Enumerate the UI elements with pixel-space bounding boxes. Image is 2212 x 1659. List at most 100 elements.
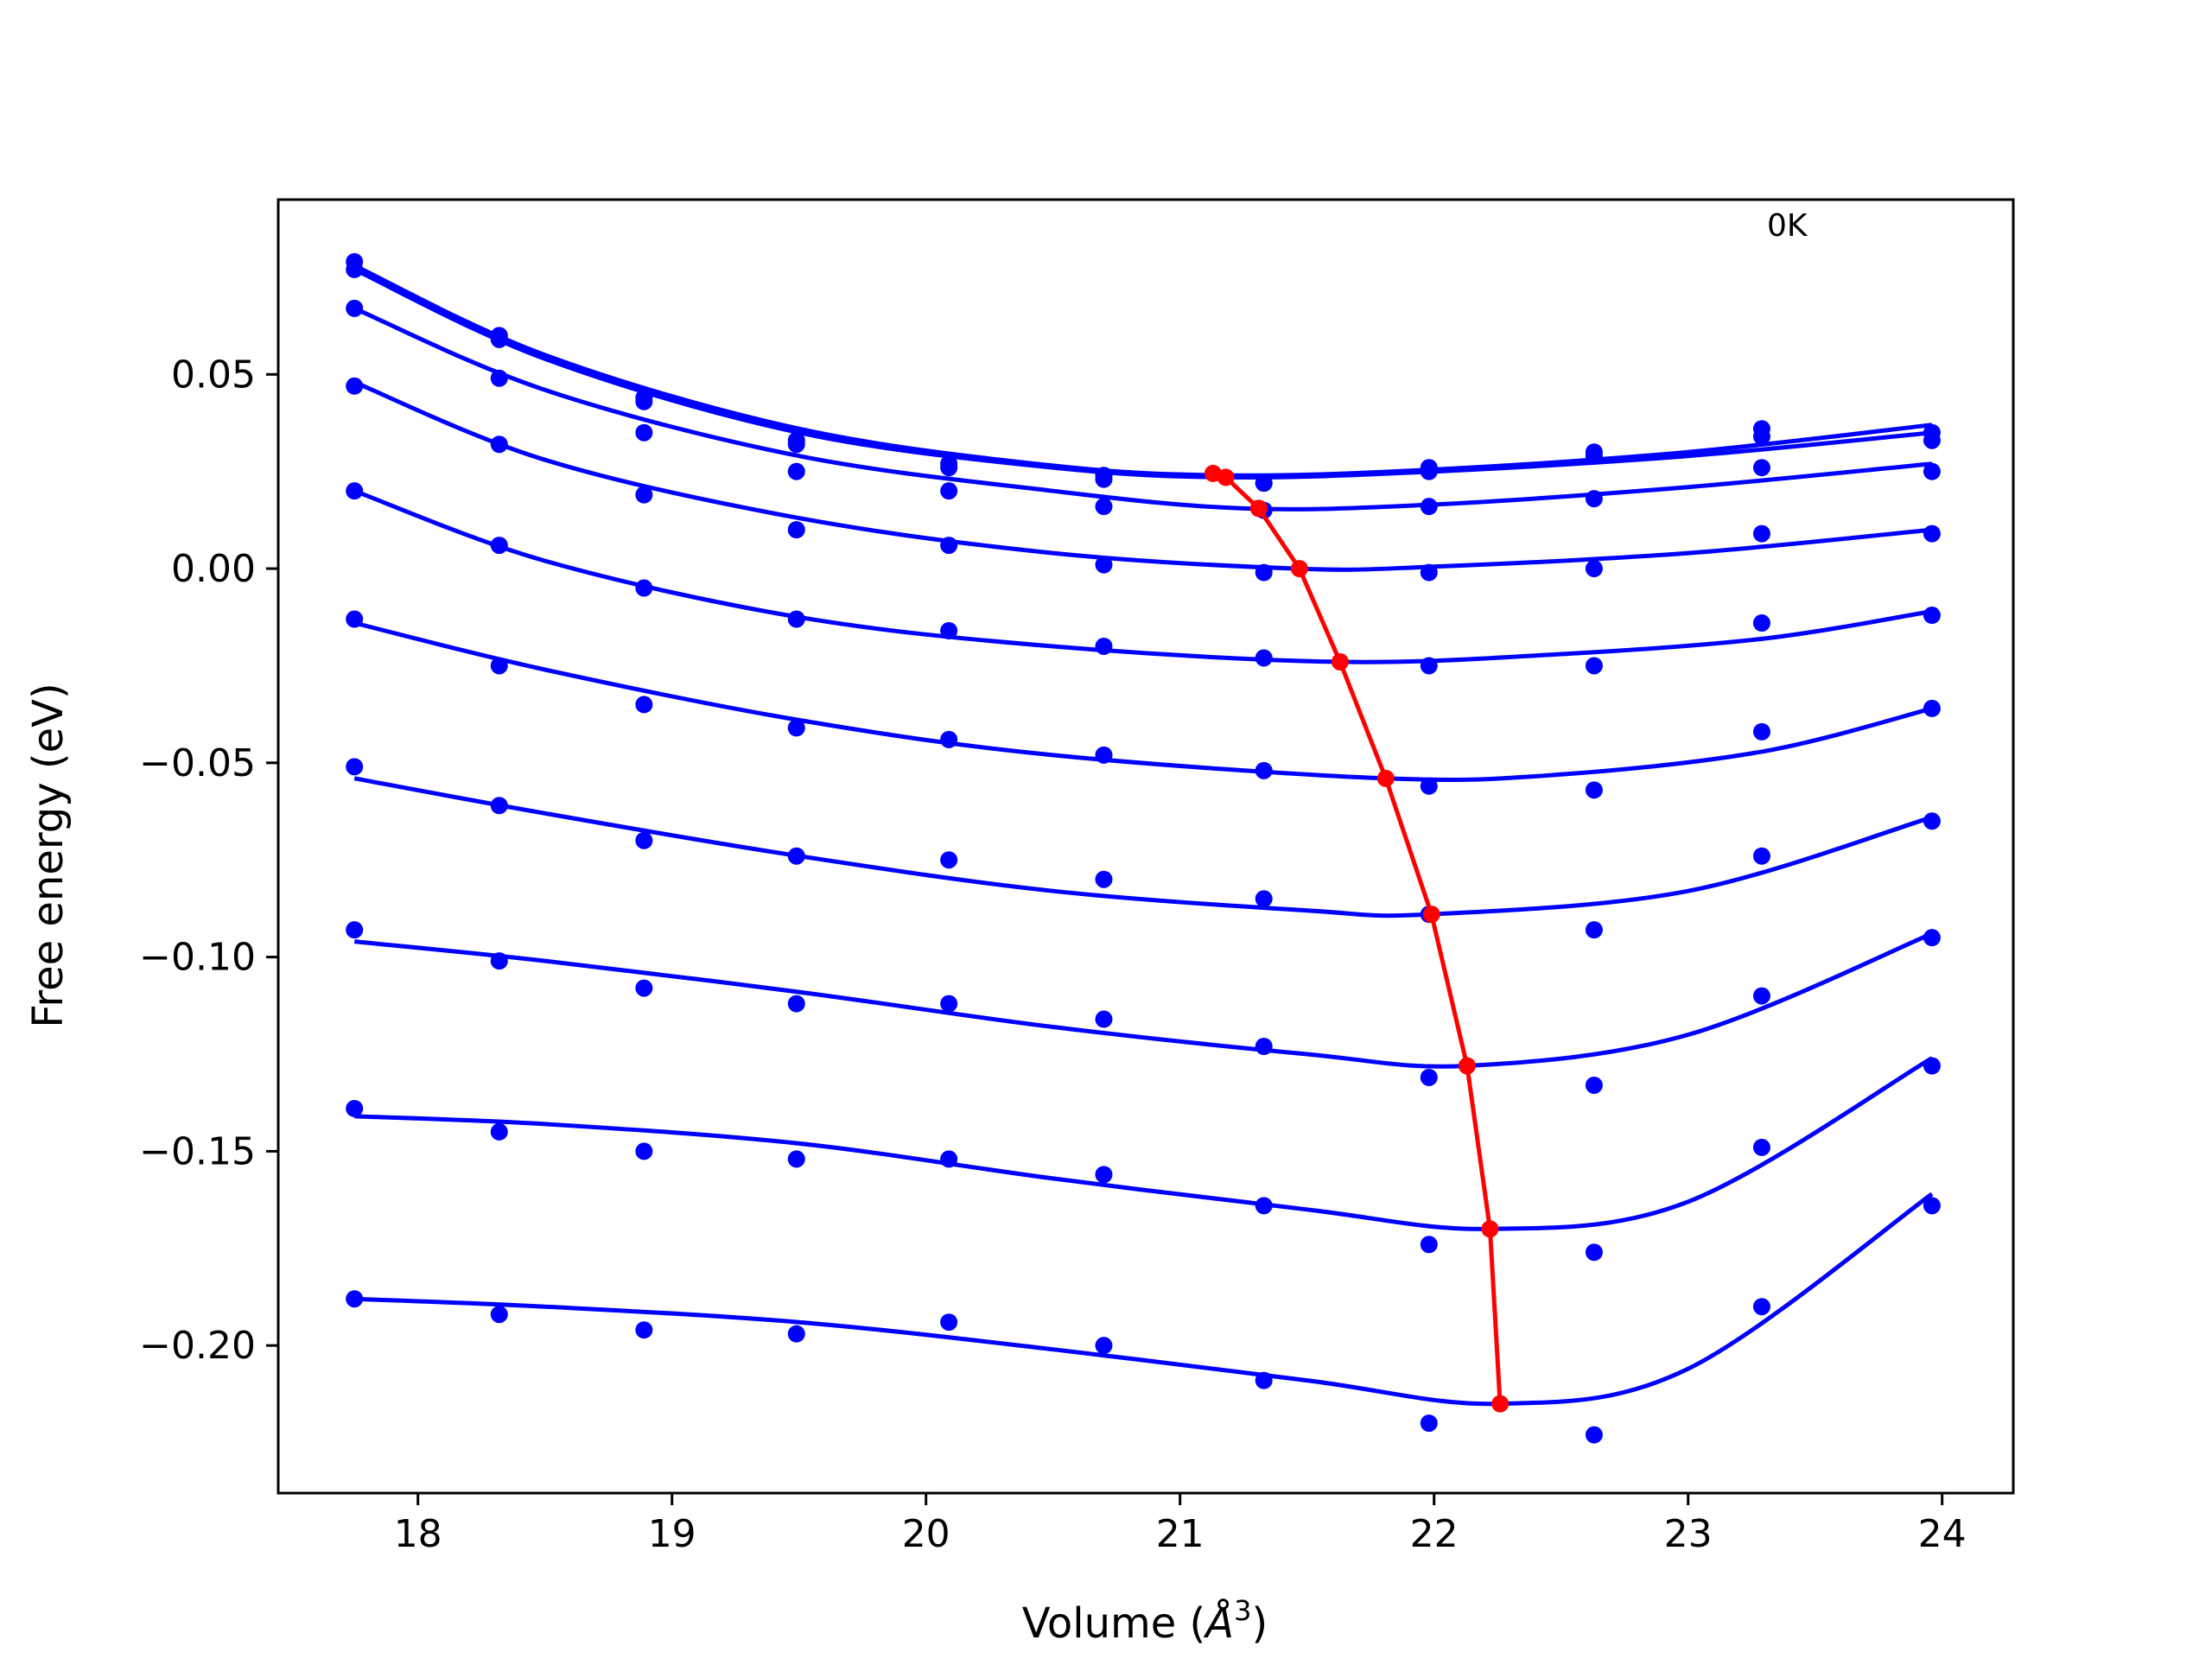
y-axis-label: Free energy (eV) <box>24 683 73 1027</box>
y-tick-label: −0.15 <box>139 1129 256 1173</box>
fit-curve-6 <box>353 620 1933 782</box>
axes-frame <box>276 198 2015 1495</box>
data-point <box>1585 657 1603 675</box>
data-point <box>1923 699 1941 717</box>
data-point <box>1585 490 1603 508</box>
data-point <box>1585 560 1603 578</box>
data-point <box>635 1142 653 1160</box>
data-point <box>490 435 508 454</box>
x-axis-label-power: 3 <box>1234 1594 1251 1627</box>
y-tick-label: 0.05 <box>171 353 256 397</box>
data-point <box>490 952 508 970</box>
x-tick-label: 21 <box>1156 1512 1205 1556</box>
data-point <box>635 831 653 849</box>
data-point <box>1255 761 1273 779</box>
data-point <box>1585 1076 1603 1094</box>
data-point <box>635 579 653 597</box>
data-point <box>1585 921 1603 939</box>
data-point <box>635 979 653 997</box>
data-point <box>1752 1298 1770 1316</box>
data-point <box>1923 1057 1941 1075</box>
data-point <box>1095 1010 1113 1028</box>
fit-curve-2 <box>353 267 1933 480</box>
y-tick-label: 0.00 <box>171 547 256 591</box>
data-point <box>1923 524 1941 543</box>
data-point <box>940 537 958 555</box>
data-point <box>346 921 364 939</box>
fit-curve-10 <box>354 1192 1934 1407</box>
data-point <box>346 482 364 500</box>
data-point <box>1585 447 1603 465</box>
minimum-point <box>1491 1395 1510 1413</box>
data-point <box>490 537 508 555</box>
data-point <box>1923 431 1941 449</box>
x-axis-label-text: Volume ( <box>1022 1599 1206 1648</box>
x-axis-label: Volume (Å3) <box>1022 1594 1268 1648</box>
data-point <box>346 299 364 317</box>
fit-curve-8 <box>353 931 1933 1069</box>
x-tick-label: 20 <box>902 1512 950 1556</box>
fit-curve-7 <box>353 776 1933 918</box>
data-point <box>787 521 805 539</box>
data-point <box>1095 1166 1113 1184</box>
x-axis-label-symbol: Å <box>1203 1599 1234 1648</box>
data-point <box>1095 470 1113 488</box>
data-point <box>346 610 364 628</box>
data-point <box>490 797 508 815</box>
data-point <box>1752 722 1770 741</box>
data-point <box>1255 890 1273 908</box>
x-tick-label: 22 <box>1410 1512 1459 1556</box>
data-point <box>490 1306 508 1324</box>
data-point <box>1255 1197 1273 1215</box>
data-point <box>1095 746 1113 764</box>
data-point <box>1923 929 1941 947</box>
fit-curve-3 <box>353 306 1933 512</box>
minimum-point <box>1458 1057 1476 1075</box>
data-point <box>1585 1243 1603 1262</box>
data-point <box>635 423 653 442</box>
data-point <box>490 369 508 387</box>
y-tick-label: −0.20 <box>139 1324 256 1368</box>
data-point <box>1420 462 1438 480</box>
data-point <box>787 995 805 1013</box>
minimum-point <box>1331 652 1349 671</box>
data-point <box>1585 781 1603 799</box>
tick-layer: 18 19 20 21 22 23 24 0.05 0.00 −0.05 −0.10 −0.15 −0.… <box>139 353 1967 1556</box>
data-point <box>1752 987 1770 1005</box>
x-tick-label: 24 <box>1918 1512 1967 1556</box>
y-tick-label: −0.10 <box>139 936 256 980</box>
minimum-point <box>1290 560 1308 578</box>
data-point <box>940 995 958 1013</box>
data-point <box>490 1122 508 1141</box>
data-point <box>1420 1414 1438 1433</box>
data-point <box>940 482 958 500</box>
data-point <box>1752 459 1770 477</box>
data-point <box>635 486 653 504</box>
minimum-point <box>1249 499 1268 518</box>
data-point <box>940 851 958 869</box>
data-point <box>787 435 805 454</box>
data-point <box>1752 1138 1770 1156</box>
data-point <box>1420 777 1438 795</box>
fit-curve-5 <box>353 488 1933 664</box>
data-point <box>1923 812 1941 830</box>
data-point <box>346 377 364 395</box>
x-tick-label: 18 <box>394 1512 442 1556</box>
data-point <box>787 1150 805 1168</box>
data-point <box>1420 563 1438 582</box>
data-point <box>1420 1068 1438 1086</box>
data-point <box>1752 614 1770 632</box>
data-point <box>490 657 508 675</box>
fit-curve-4 <box>353 379 1933 572</box>
data-point <box>490 330 508 348</box>
data-point <box>1095 637 1113 655</box>
data-point <box>346 758 364 776</box>
data-point <box>1923 607 1941 625</box>
data-point <box>1923 462 1941 480</box>
data-point <box>1095 870 1113 888</box>
data-point <box>1095 556 1113 574</box>
data-point <box>787 1325 805 1343</box>
fit-curve-9 <box>354 1056 1934 1231</box>
minimum-point <box>1376 769 1395 787</box>
